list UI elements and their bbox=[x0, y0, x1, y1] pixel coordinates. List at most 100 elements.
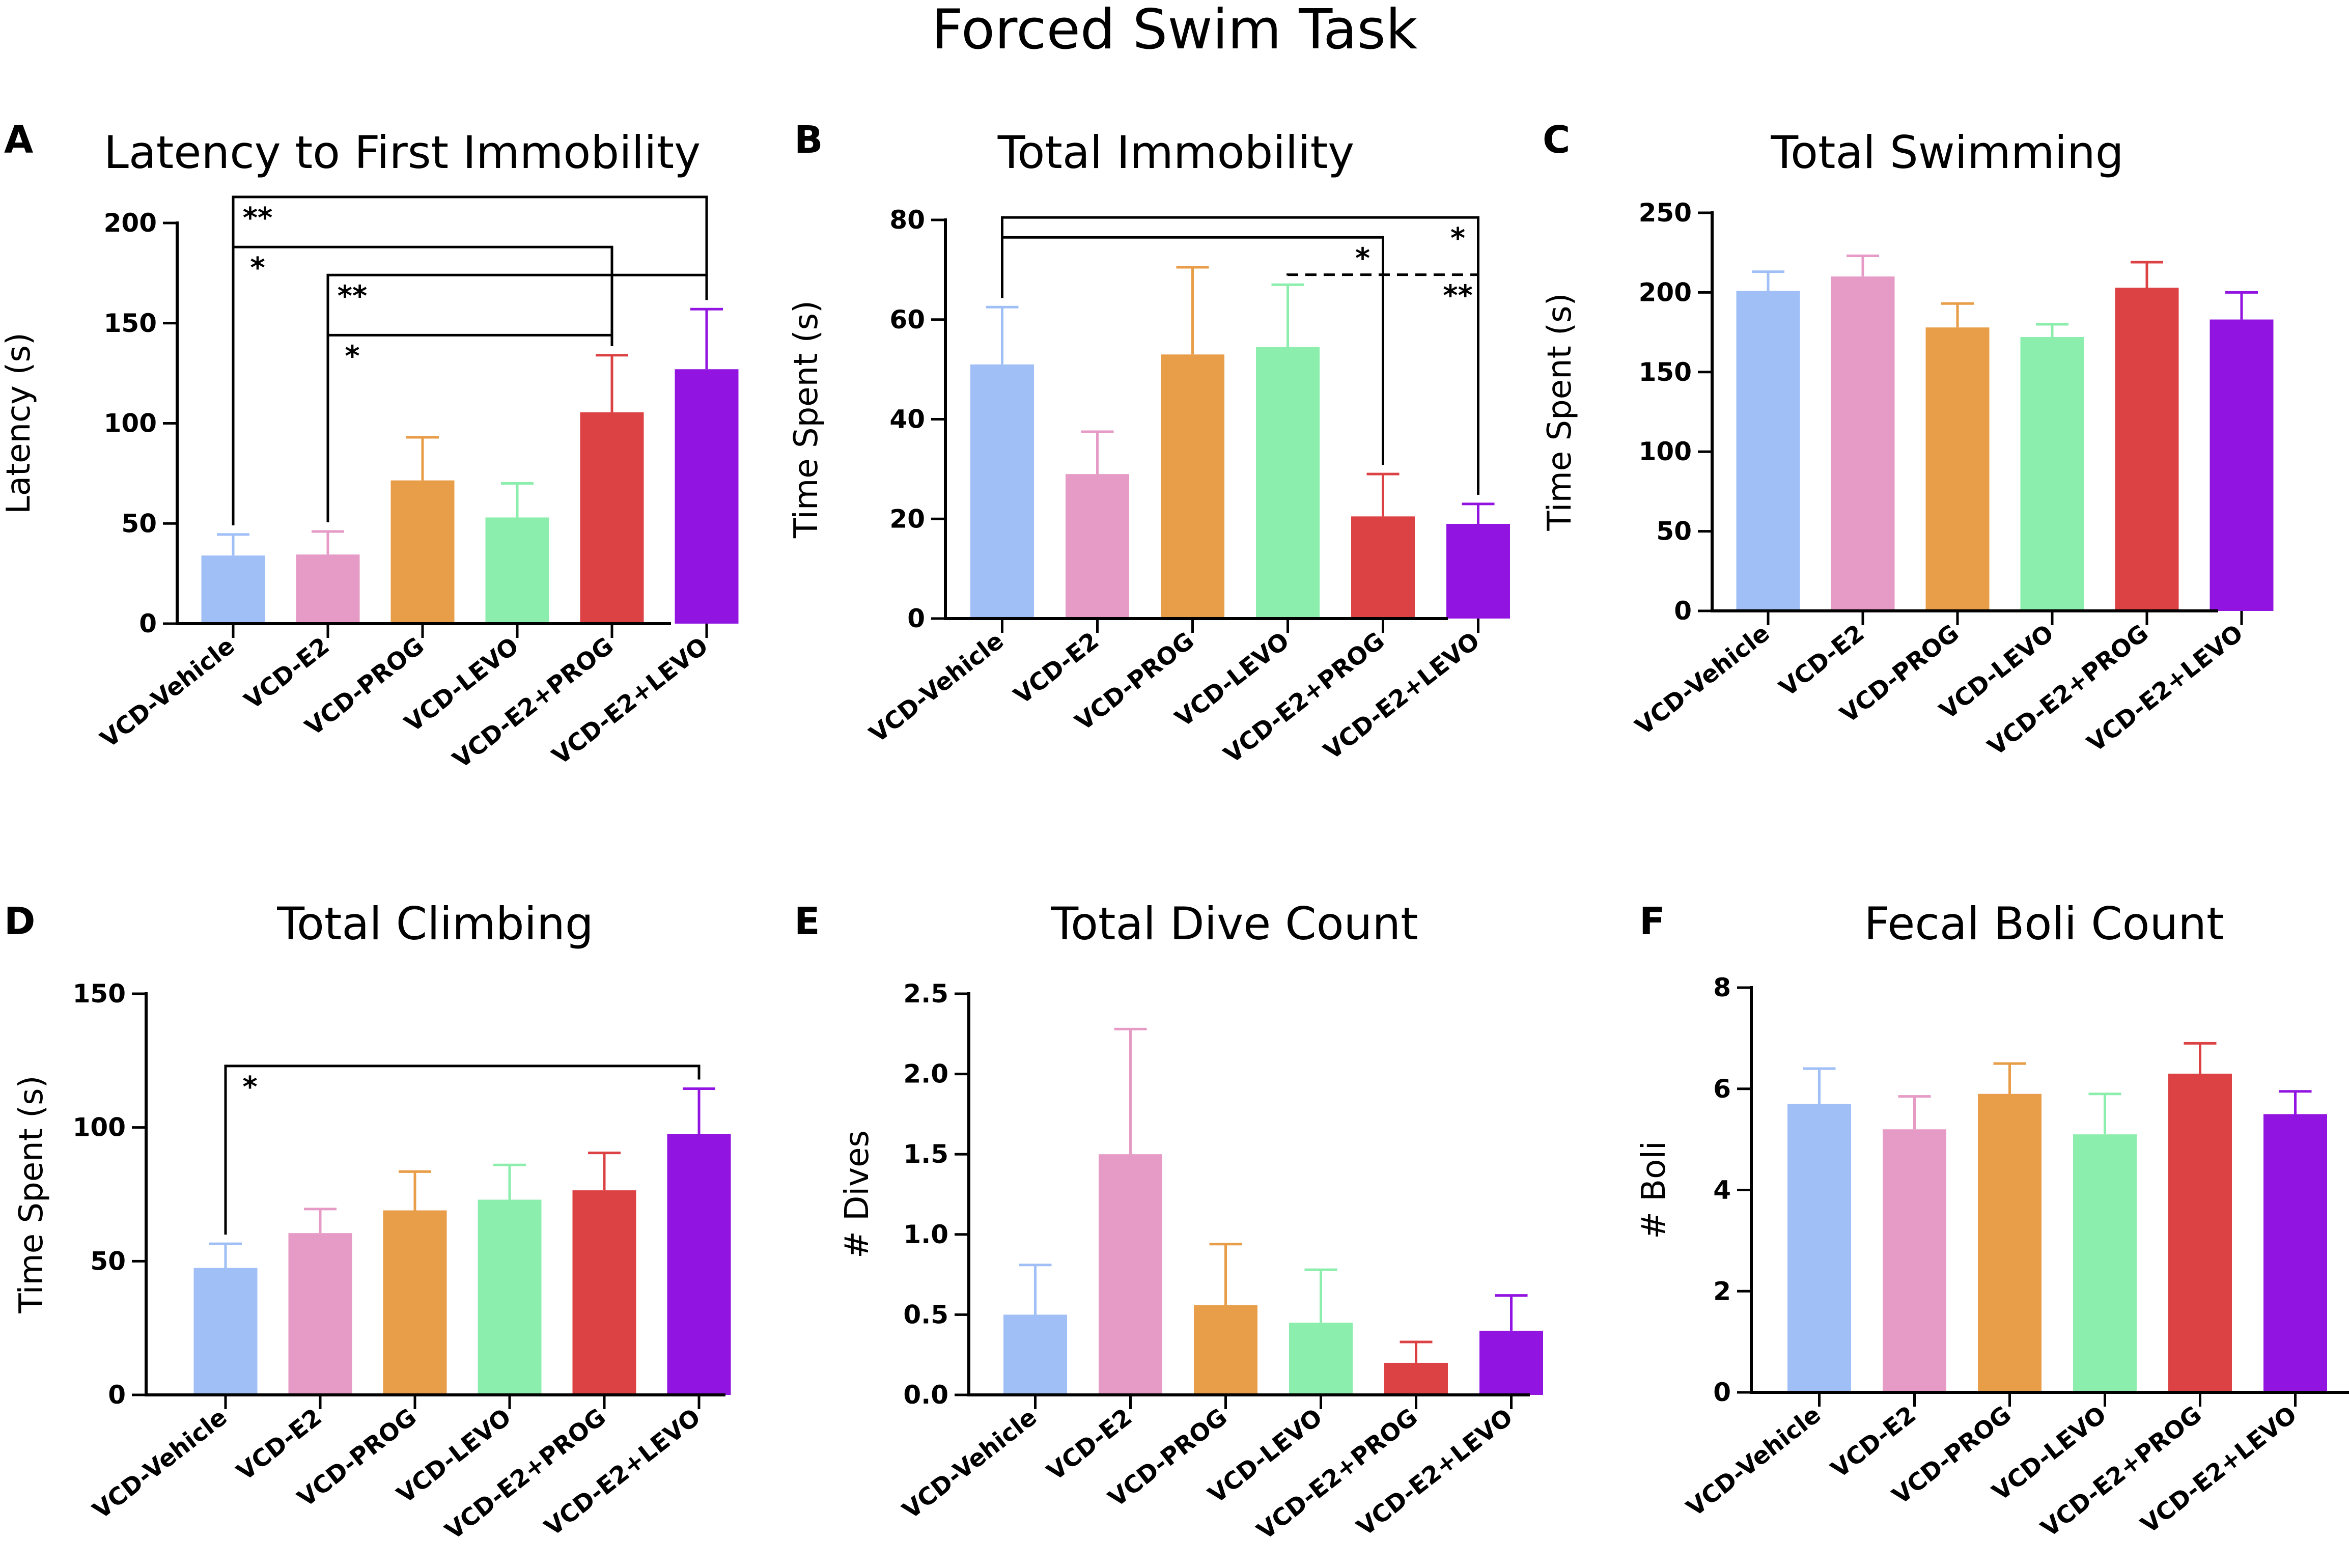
panel-e: E Total Dive Count # Dives 0.0 0.5 1.0 1.5 2.0 2… bbox=[794, 898, 1543, 1546]
significance-label: ** bbox=[338, 279, 368, 313]
significance-label: * bbox=[1355, 242, 1370, 275]
bar bbox=[485, 517, 549, 624]
panel-d: D Total Climbing Time Spent (s) 0 50 100 150 VC… bbox=[4, 898, 731, 1546]
y-tick-label: 50 bbox=[1656, 517, 1692, 546]
bar bbox=[201, 555, 265, 624]
y-tick-label: 80 bbox=[889, 205, 925, 235]
panel-title: Total Immobility bbox=[997, 126, 1355, 179]
y-tick-label: 0.5 bbox=[903, 1300, 948, 1329]
y-tick-label: 4 bbox=[1713, 1175, 1731, 1205]
y-tick-label: 0 bbox=[108, 1380, 126, 1410]
x-tick-label: VCD-Vehicle bbox=[864, 627, 1009, 748]
panel-title: Total Climbing bbox=[276, 898, 594, 950]
panel-title: Total Dive Count bbox=[1050, 898, 1418, 950]
y-tick-label: 50 bbox=[90, 1246, 126, 1276]
y-tick-label: 150 bbox=[73, 979, 126, 1009]
bar bbox=[1194, 1305, 1257, 1395]
significance-label: ** bbox=[243, 202, 273, 235]
y-tick-label: 50 bbox=[121, 509, 157, 538]
y-tick-label: 60 bbox=[889, 305, 925, 334]
bar bbox=[1883, 1129, 1946, 1392]
bar bbox=[2115, 288, 2179, 611]
y-tick-label: 100 bbox=[73, 1113, 126, 1142]
x-tick-label: VCD-Vehicle bbox=[897, 1403, 1042, 1525]
bar bbox=[1479, 1330, 1543, 1395]
x-tick-label: VCD-E2 bbox=[1774, 619, 1870, 702]
significance-label: * bbox=[250, 251, 265, 285]
y-tick-label: 2 bbox=[1713, 1276, 1731, 1306]
x-tick-label: VCD-E2+PROG bbox=[1982, 619, 2154, 762]
panel-letter: E bbox=[794, 900, 820, 943]
bar bbox=[1066, 474, 1129, 619]
y-axis-label: # Dives bbox=[838, 1130, 876, 1258]
bar bbox=[1289, 1323, 1353, 1395]
bar bbox=[572, 1190, 636, 1395]
bar bbox=[193, 1268, 258, 1395]
bar bbox=[1384, 1362, 1448, 1395]
x-tick-label: VCD-E2+PROG bbox=[448, 632, 619, 774]
y-axis-label: # Boli bbox=[1635, 1141, 1673, 1239]
panel-letter: D bbox=[4, 900, 35, 943]
x-tick-label: VCD-E2+LEVO bbox=[539, 1403, 706, 1542]
bar bbox=[478, 1199, 542, 1395]
panel-letter: F bbox=[1639, 900, 1665, 943]
bar bbox=[1831, 276, 1895, 611]
significance-bracket bbox=[1287, 273, 1479, 495]
significance-label: ** bbox=[1443, 279, 1473, 313]
y-tick-label: 250 bbox=[1639, 198, 1692, 228]
bar bbox=[667, 1134, 731, 1395]
bar bbox=[1256, 347, 1320, 619]
x-tick-label: VCD-E2 bbox=[232, 1403, 327, 1486]
x-tick-label: VCD-E2+PROG bbox=[1252, 1403, 1423, 1546]
bar bbox=[1099, 1154, 1162, 1395]
x-tick-label: VCD-E2 bbox=[239, 632, 335, 715]
panel-letter: C bbox=[1543, 118, 1570, 162]
significance-bracket bbox=[232, 245, 613, 525]
y-tick-label: 2.5 bbox=[903, 979, 948, 1009]
y-tick-label: 0 bbox=[1713, 1378, 1731, 1407]
bar bbox=[1787, 1104, 1851, 1392]
bar bbox=[296, 554, 360, 624]
y-tick-label: 200 bbox=[104, 208, 157, 238]
y-axis-label: Time Spent (s) bbox=[1541, 293, 1579, 531]
panels: A Latency to First Immobility Latency (s) 0… bbox=[0, 118, 2349, 1546]
x-tick-label: VCD-E2+LEVO bbox=[1352, 1403, 1518, 1542]
bar bbox=[2020, 337, 2084, 611]
x-tick-label: VCD-E2 bbox=[1826, 1401, 1921, 1483]
bar bbox=[1925, 327, 1990, 611]
y-tick-label: 1.5 bbox=[903, 1139, 948, 1169]
significance-bracket bbox=[1001, 236, 1384, 465]
panel-letter: B bbox=[794, 118, 823, 162]
x-tick-label: VCD-E2+LEVO bbox=[1319, 627, 1485, 765]
x-tick-label: VCD-E2+PROG bbox=[1219, 627, 1390, 769]
y-axis-label: Time Spent (s) bbox=[13, 1076, 50, 1314]
bar bbox=[1446, 524, 1510, 619]
bar bbox=[970, 364, 1034, 619]
bar bbox=[1003, 1314, 1067, 1395]
bar bbox=[2263, 1114, 2327, 1392]
bar bbox=[580, 412, 644, 624]
bar bbox=[1161, 354, 1224, 619]
y-tick-label: 2.0 bbox=[903, 1059, 948, 1089]
bar bbox=[390, 480, 455, 624]
y-tick-label: 40 bbox=[889, 405, 925, 434]
significance-bracket bbox=[1001, 216, 1479, 495]
significance-label: * bbox=[1450, 222, 1465, 255]
x-tick-label: VCD-Vehicle bbox=[1630, 619, 1775, 741]
panel-a: A Latency to First Immobility Latency (s) 0… bbox=[0, 118, 739, 774]
significance-bracket bbox=[326, 333, 613, 522]
bar bbox=[1736, 291, 1800, 611]
y-tick-label: 100 bbox=[1639, 437, 1692, 466]
y-axis-label: Latency (s) bbox=[0, 332, 38, 514]
panel-title: Fecal Boli Count bbox=[1864, 898, 2224, 950]
y-tick-label: 8 bbox=[1713, 973, 1731, 1002]
y-axis-label: Time Spent (s) bbox=[788, 300, 825, 539]
bar bbox=[288, 1233, 352, 1395]
panel-title: Total Swimming bbox=[1770, 126, 2123, 179]
y-tick-label: 0 bbox=[139, 609, 157, 638]
bar bbox=[2168, 1073, 2232, 1392]
panel-b: B Total Immobility Time Spent (s) 0 20 40 60 80… bbox=[788, 118, 1510, 769]
y-tick-label: 0.0 bbox=[903, 1380, 948, 1410]
bar bbox=[2073, 1134, 2137, 1392]
y-tick-label: 150 bbox=[104, 309, 157, 338]
